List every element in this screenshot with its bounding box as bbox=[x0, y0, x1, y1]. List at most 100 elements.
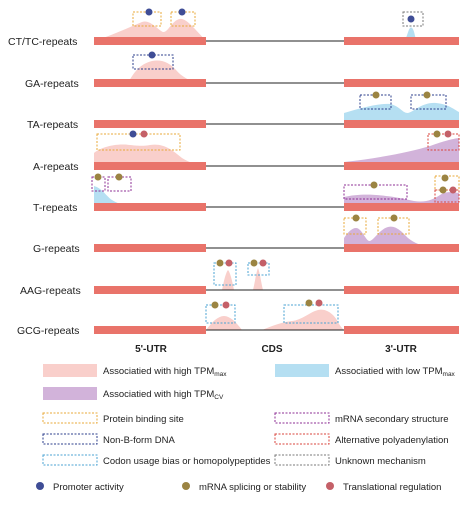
utr3-bar bbox=[344, 203, 459, 211]
splicing-dot bbox=[433, 130, 441, 138]
translational-dot bbox=[444, 130, 452, 138]
row-aag: AAG-repeats bbox=[20, 259, 459, 297]
region-label-5utr: 5'-UTR bbox=[135, 344, 168, 355]
legend-box-polyadenylation bbox=[274, 433, 330, 445]
legend-label-high-tpm-max: Associatied with high TPMmax bbox=[103, 366, 227, 378]
utr3-bar bbox=[344, 120, 459, 128]
utr3-bar bbox=[344, 286, 459, 294]
utr5-bar bbox=[94, 79, 206, 87]
promoter-dot bbox=[178, 8, 186, 16]
polyadenylation-box bbox=[427, 133, 460, 151]
row-label: GCG-repeats bbox=[17, 325, 79, 337]
row-ga: GA-repeats bbox=[25, 51, 459, 90]
legend-dot-splicing bbox=[182, 482, 190, 490]
codon-usage-box bbox=[283, 304, 339, 324]
high-tpm-cv-peak bbox=[344, 226, 432, 248]
row-label: G-repeats bbox=[33, 243, 80, 255]
row-label: CT/TC-repeats bbox=[8, 36, 77, 48]
legend-label-splicing: mRNA splicing or stability bbox=[199, 482, 306, 493]
legend-swatch-high-tpm-max bbox=[43, 364, 97, 377]
low-tpm-max-peak bbox=[344, 102, 459, 124]
splicing-dot bbox=[441, 174, 449, 182]
promoter-dot bbox=[407, 15, 415, 23]
mrna-structure-box bbox=[91, 176, 106, 192]
row-label: A-repeats bbox=[33, 161, 79, 173]
codon-usage-box bbox=[213, 262, 237, 286]
translational-dot bbox=[259, 259, 267, 267]
splicing-dot bbox=[372, 91, 380, 99]
legend-label-unknown: Unknown mechanism bbox=[335, 456, 426, 467]
legend-label-translational: Translational regulation bbox=[343, 482, 441, 493]
translational-dot bbox=[315, 299, 323, 307]
row-a: A-repeats bbox=[33, 130, 460, 173]
utr3-bar bbox=[344, 326, 459, 334]
legend-box-unknown bbox=[274, 454, 330, 466]
utr3-bar bbox=[344, 244, 459, 252]
high-tpm-max-peak bbox=[262, 309, 344, 330]
high-tpm-max-peak bbox=[128, 60, 198, 83]
splicing-dot bbox=[370, 181, 378, 189]
protein-binding-box bbox=[96, 133, 181, 151]
legend-label-low-tpm-max: Associatied with low TPMmax bbox=[335, 366, 456, 378]
utr5-bar bbox=[94, 120, 206, 128]
region-label-3utr: 3'-UTR bbox=[385, 344, 418, 355]
utr5-bar bbox=[94, 162, 206, 170]
splicing-dot bbox=[216, 259, 224, 267]
legend-label-mrna-structure: mRNA secondary structure bbox=[335, 414, 449, 425]
utr3-bar bbox=[344, 37, 459, 45]
translational-dot bbox=[449, 186, 457, 194]
legend-dot-translational bbox=[326, 482, 334, 490]
legend-swatch-low-tpm-max bbox=[275, 364, 329, 377]
splicing-dot bbox=[211, 301, 219, 309]
codon-usage-box bbox=[247, 262, 270, 276]
legend-dot-promoter bbox=[36, 482, 44, 490]
non-b-dna-box bbox=[132, 54, 174, 70]
row-label: T-repeats bbox=[33, 202, 77, 214]
legend-label-promoter: Promoter activity bbox=[53, 482, 124, 493]
row-label: TA-repeats bbox=[27, 119, 78, 131]
splicing-dot bbox=[352, 214, 360, 222]
legend-label-non-b-dna: Non-B-form DNA bbox=[103, 435, 175, 446]
splicing-dot bbox=[423, 91, 431, 99]
legend-label-polyadenylation: Alternative polyadenylation bbox=[335, 435, 449, 446]
legend: Associatied with high TPMmax Associatied… bbox=[36, 364, 456, 493]
legend-box-codon-usage bbox=[42, 454, 98, 466]
row-ct-tc: CT/TC-repeats bbox=[8, 8, 459, 48]
legend-label-high-tpm-cv: Associatied with high TPMCV bbox=[103, 389, 224, 401]
utr5-bar bbox=[94, 244, 206, 252]
legend-label-codon-usage: Codon usage bias or homopolypeptides bbox=[103, 456, 271, 467]
high-tpm-max-peak bbox=[253, 268, 263, 290]
splicing-dot bbox=[439, 186, 447, 194]
promoter-dot bbox=[148, 51, 156, 59]
high-tpm-max-peak bbox=[94, 18, 206, 41]
splicing-dot bbox=[250, 259, 258, 267]
polyadenylation-box bbox=[434, 189, 460, 203]
unknown-mechanism-box bbox=[402, 11, 424, 27]
utr3-bar bbox=[344, 79, 459, 87]
row-ta: TA-repeats bbox=[27, 91, 459, 131]
utr5-bar bbox=[94, 326, 206, 334]
row-g: G-repeats bbox=[33, 214, 459, 255]
region-label-cds: CDS bbox=[261, 344, 282, 355]
utr5-bar bbox=[94, 203, 206, 211]
translational-dot bbox=[225, 259, 233, 267]
splicing-dot bbox=[390, 214, 398, 222]
utr5-bar bbox=[94, 286, 206, 294]
promoter-dot bbox=[145, 8, 153, 16]
row-label: AAG-repeats bbox=[20, 285, 81, 297]
legend-label-protein: Protein binding site bbox=[103, 414, 184, 425]
row-t: T-repeats bbox=[33, 173, 460, 214]
codon-usage-box bbox=[205, 304, 236, 324]
legend-swatch-high-tpm-cv bbox=[43, 387, 97, 400]
utr5-bar bbox=[94, 37, 206, 45]
high-tpm-max-peak bbox=[222, 270, 234, 290]
splicing-dot bbox=[305, 299, 313, 307]
row-label: GA-repeats bbox=[25, 78, 79, 90]
utr3-bar bbox=[344, 162, 459, 170]
translational-dot bbox=[140, 130, 148, 138]
row-gcg: GCG-repeats bbox=[17, 299, 459, 337]
splicing-dot bbox=[115, 173, 123, 181]
promoter-dot bbox=[129, 130, 137, 138]
splicing-dot bbox=[94, 173, 102, 181]
